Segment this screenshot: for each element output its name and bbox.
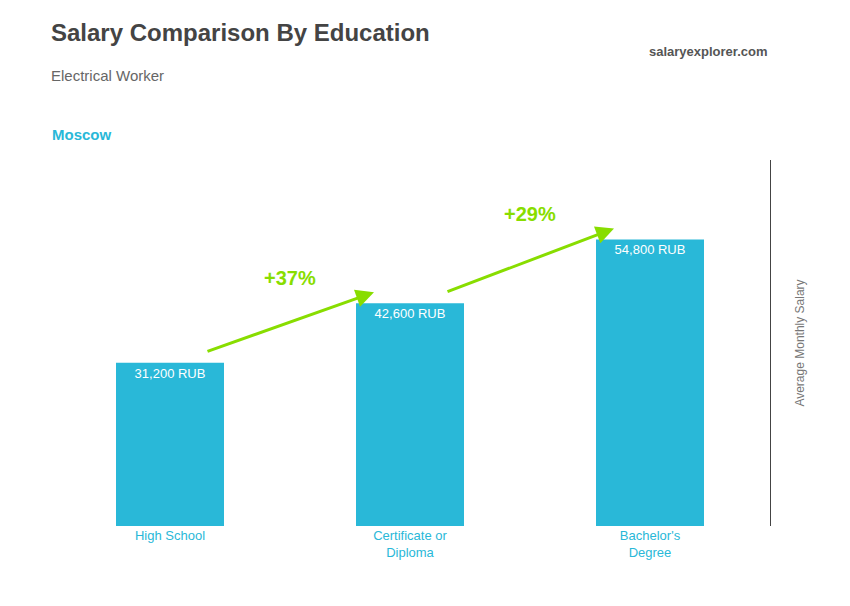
- svg-text:54,800 RUB: 54,800 RUB: [615, 242, 686, 257]
- svg-text:High School: High School: [135, 528, 205, 543]
- svg-text:Salary Comparison By Education: Salary Comparison By Education: [51, 19, 430, 46]
- svg-text:salaryexplorer.com: salaryexplorer.com: [649, 44, 768, 59]
- svg-text:+29%: +29%: [504, 203, 556, 225]
- svg-text:Certificate orDiploma: Certificate orDiploma: [373, 528, 447, 560]
- svg-text:Average Monthly Salary: Average Monthly Salary: [793, 279, 807, 406]
- svg-text:31,200 RUB: 31,200 RUB: [135, 366, 206, 381]
- svg-text:42,600 RUB: 42,600 RUB: [375, 306, 446, 321]
- svg-text:Bachelor'sDegree: Bachelor'sDegree: [620, 528, 681, 560]
- svg-text:+37%: +37%: [264, 267, 316, 289]
- svg-text:Electrical Worker: Electrical Worker: [51, 67, 164, 84]
- svg-text:Moscow: Moscow: [52, 126, 112, 143]
